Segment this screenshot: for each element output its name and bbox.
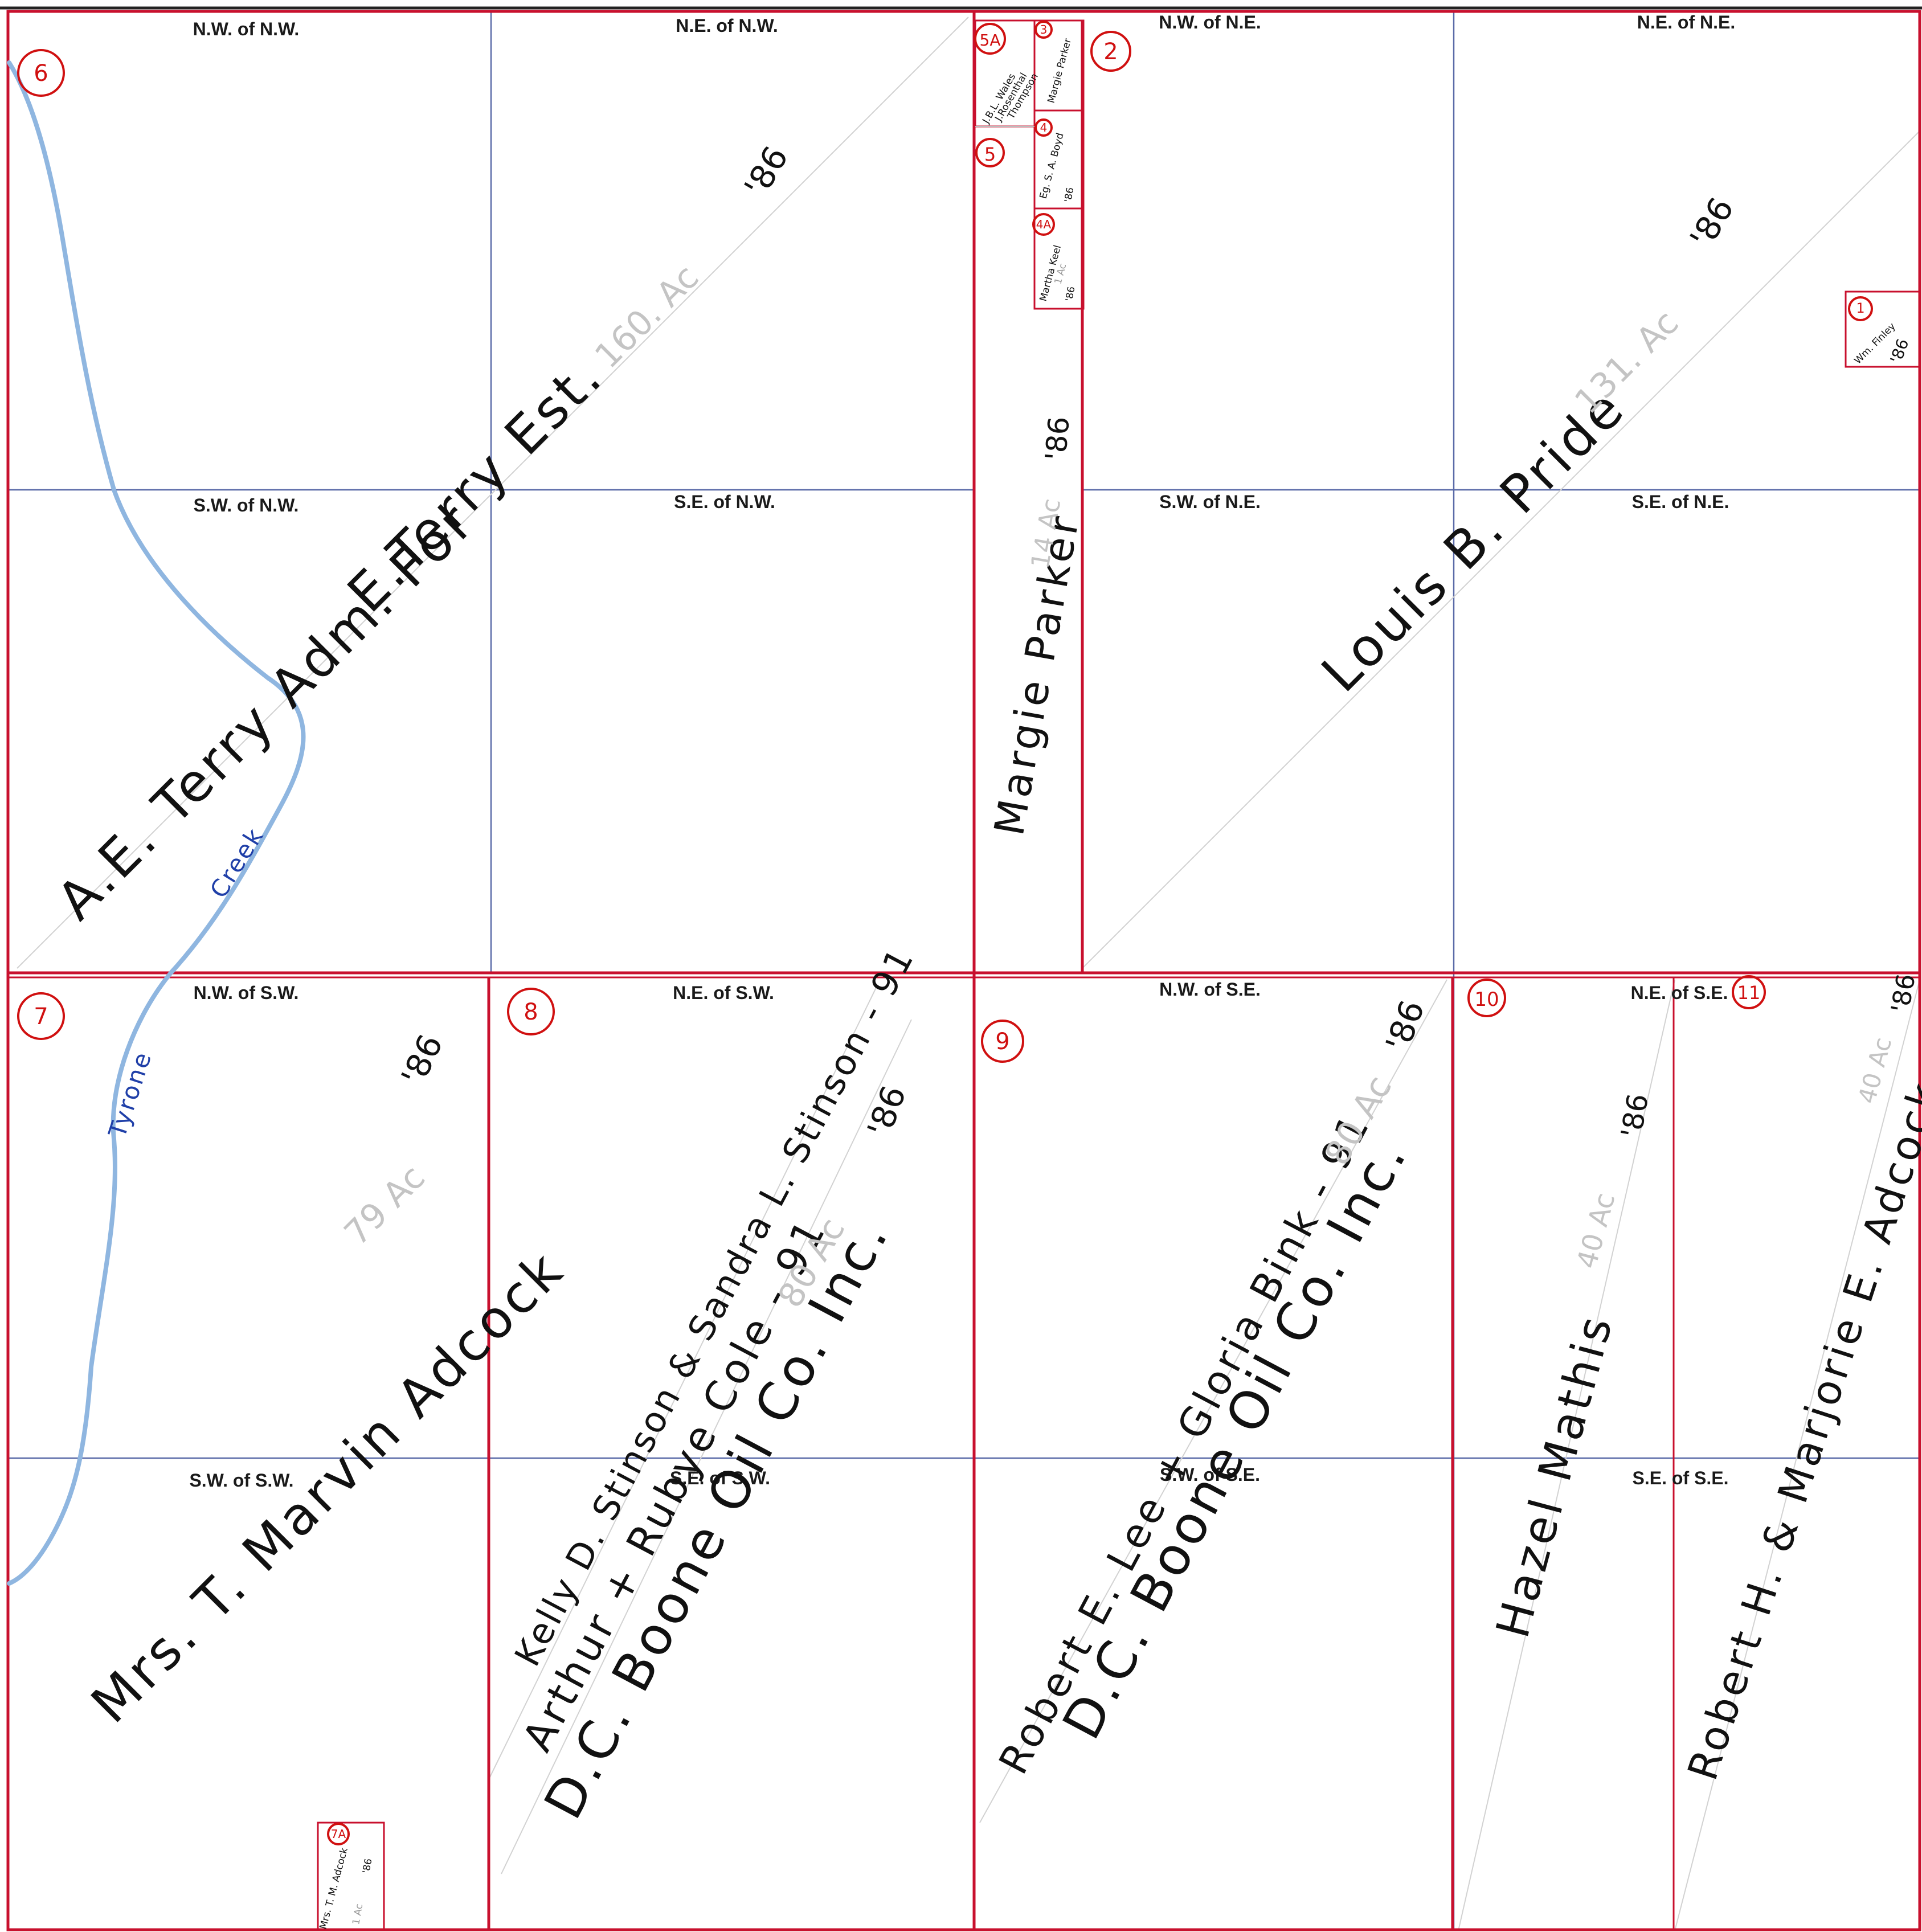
svg-text:8: 8 bbox=[524, 999, 538, 1025]
label-sw-of-nw: S.W. of N.W. bbox=[194, 495, 299, 515]
year-robert-adcock: '86 bbox=[1886, 972, 1921, 1015]
parcel-number-markers: 6 5A 3 2 5 4 4A 1 bbox=[17, 21, 1873, 1845]
svg-text:7A: 7A bbox=[331, 1827, 346, 1841]
svg-text:2: 2 bbox=[1103, 39, 1118, 65]
parcel-marker-8: 8 bbox=[507, 988, 555, 1035]
svg-text:7: 7 bbox=[34, 1004, 48, 1030]
label-ne-of-sw: N.E. of S.W. bbox=[673, 983, 774, 1003]
svg-text:6: 6 bbox=[34, 60, 48, 87]
label-nw-of-nw: N.W. of N.W. bbox=[193, 19, 300, 39]
ownership-boundaries bbox=[6, 10, 1921, 1931]
parcel-marker-9: 9 bbox=[981, 1020, 1024, 1063]
parcel-marker-4: 4 bbox=[1034, 118, 1053, 137]
parcel-marker-7: 7 bbox=[17, 992, 65, 1040]
parcel-marker-6: 6 bbox=[17, 49, 65, 97]
label-nw-of-ne: N.W. of N.E. bbox=[1159, 12, 1261, 32]
label-sw-of-se: S.W. of S.E. bbox=[1160, 1464, 1260, 1485]
svg-text:9: 9 bbox=[995, 1029, 1009, 1055]
label-nw-of-se: N.W. of S.E. bbox=[1159, 979, 1261, 1000]
svg-text:4A: 4A bbox=[1036, 218, 1052, 231]
svg-text:1: 1 bbox=[1856, 300, 1864, 316]
svg-text:11: 11 bbox=[1737, 982, 1761, 1004]
year-hazel-mathis: '86 bbox=[1615, 1091, 1655, 1140]
parcel-marker-5a: 5A bbox=[974, 23, 1006, 55]
quarter-labels: N.W. of N.W. N.E. of N.W. N.W. of N.E. N… bbox=[189, 12, 1735, 1491]
year-margie-parker: '86 bbox=[1039, 415, 1076, 462]
label-se-of-sw: S.E. of S.W. bbox=[670, 1468, 770, 1488]
year-4: '86 bbox=[1062, 186, 1076, 203]
svg-text:5A: 5A bbox=[980, 31, 1001, 50]
year-4a: '86 bbox=[1064, 285, 1077, 302]
parcel-marker-10: 10 bbox=[1467, 979, 1506, 1017]
label-ne-of-ne: N.E. of N.E. bbox=[1637, 12, 1735, 32]
parcel-marker-1: 1 bbox=[1848, 296, 1873, 321]
tyrone-creek bbox=[7, 60, 306, 1586]
parcel-marker-7a: 7A bbox=[327, 1823, 350, 1845]
parcel-marker-4a: 4A bbox=[1032, 213, 1055, 236]
label-sw-of-ne: S.W. of N.E. bbox=[1159, 492, 1261, 512]
parcel-marker-11: 11 bbox=[1732, 975, 1766, 1009]
parcel-marker-3: 3 bbox=[1034, 21, 1053, 39]
parcel-marker-2: 2 bbox=[1090, 31, 1131, 72]
label-ne-of-se: N.E. of S.E. bbox=[1631, 983, 1728, 1003]
label-ne-of-nw: N.E. of N.W. bbox=[676, 15, 778, 36]
label-se-of-nw: S.E. of N.W. bbox=[674, 492, 775, 512]
label-se-of-ne: S.E. of N.E. bbox=[1632, 492, 1729, 512]
label-sw-of-sw: S.W. of S.W. bbox=[189, 1470, 293, 1491]
label-se-of-se: S.E. of S.E. bbox=[1633, 1468, 1729, 1488]
label-nw-of-sw: N.W. of S.W. bbox=[194, 983, 299, 1003]
svg-text:10: 10 bbox=[1474, 988, 1499, 1011]
parcel-marker-5: 5 bbox=[975, 138, 1005, 167]
year-7a: '86 bbox=[361, 1857, 374, 1874]
pencil-diagonals bbox=[17, 17, 1920, 1931]
svg-text:3: 3 bbox=[1040, 23, 1048, 36]
svg-text:5: 5 bbox=[984, 144, 996, 165]
svg-text:4: 4 bbox=[1040, 121, 1048, 134]
